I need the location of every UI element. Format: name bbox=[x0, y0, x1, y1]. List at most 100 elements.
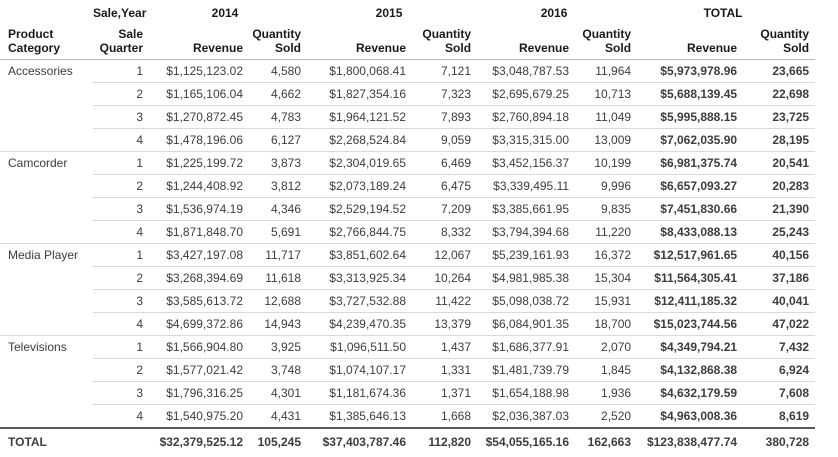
product-category-header: Product Category bbox=[0, 21, 93, 60]
quantity-cell: 12,067 bbox=[412, 243, 478, 267]
quantity-cell: 16,372 bbox=[575, 243, 638, 267]
year-header-1: 2015 bbox=[375, 6, 403, 20]
revenue-cell: $1,074,107.17 bbox=[307, 358, 413, 382]
table-row: Media Player 1 $3,427,197.08 11,717 $3,851,6… bbox=[0, 243, 816, 336]
grand-total-quantity-cell: 105,245 bbox=[249, 427, 308, 454]
revenue-cell: $3,048,787.53 bbox=[477, 59, 576, 83]
quarter-cell: 4 bbox=[93, 128, 149, 152]
revenue-cell: $1,871,848.70 bbox=[149, 220, 249, 244]
revenue-header-3: Revenue bbox=[637, 21, 744, 60]
quantity-cell: 14,943 bbox=[249, 312, 308, 336]
quarter-cell: 3 bbox=[93, 197, 149, 221]
quantity-cell: 20,283 bbox=[743, 174, 816, 198]
revenue-cell: $1,385,646.13 bbox=[307, 404, 413, 429]
quarter-cell: 2 bbox=[93, 266, 149, 290]
quantity-cell: 4,301 bbox=[249, 381, 308, 405]
revenue-cell: $3,727,532.88 bbox=[307, 289, 413, 313]
table-row: 3 $3,585,613.72 12,688 $3,727,532.88 11,422 $… bbox=[0, 289, 816, 313]
quantity-sold-header-2: Quantity Sold bbox=[575, 21, 638, 60]
quantity-cell: 4,431 bbox=[249, 404, 308, 429]
quarter-cell: 1 bbox=[93, 335, 149, 359]
quarter-cell: 2 bbox=[93, 358, 149, 382]
revenue-cell: $3,851,602.64 bbox=[307, 243, 413, 267]
quantity-cell: 1,845 bbox=[575, 358, 638, 382]
table-row: Camcorder 1 $1,225,199.72 3,873 $2,304,019.6… bbox=[0, 151, 816, 244]
revenue-cell: $4,699,372.86 bbox=[149, 312, 249, 336]
revenue-cell: $3,315,315.00 bbox=[477, 128, 576, 152]
quantity-cell: 2,520 bbox=[575, 404, 638, 429]
quantity-cell: 11,049 bbox=[575, 105, 638, 129]
revenue-cell: $4,132,868.38 bbox=[637, 358, 744, 382]
quantity-cell: 25,243 bbox=[743, 220, 816, 244]
quantity-cell: 22,698 bbox=[743, 82, 816, 106]
revenue-cell: $1,125,123.02 bbox=[149, 59, 249, 83]
revenue-cell: $1,225,199.72 bbox=[149, 151, 249, 175]
revenue-cell: $2,036,387.03 bbox=[477, 404, 576, 429]
quantity-cell: 3,748 bbox=[249, 358, 308, 382]
quantity-cell: 9,059 bbox=[412, 128, 478, 152]
revenue-cell: $5,995,888.15 bbox=[637, 105, 744, 129]
quantity-cell: 2,070 bbox=[575, 335, 638, 359]
grand-total-revenue-cell: $54,055,165.16 bbox=[477, 427, 576, 454]
quantity-cell: 4,580 bbox=[249, 59, 308, 83]
revenue-cell: $3,339,495.11 bbox=[477, 174, 576, 198]
quantity-cell: 4,346 bbox=[249, 197, 308, 221]
quantity-cell: 12,688 bbox=[249, 289, 308, 313]
revenue-cell: $3,268,394.69 bbox=[149, 266, 249, 290]
revenue-cell: $4,963,008.36 bbox=[637, 404, 744, 429]
revenue-cell: $12,517,961.65 bbox=[637, 243, 744, 267]
revenue-cell: $7,451,830.66 bbox=[637, 197, 744, 221]
year-header-2: 2016 bbox=[540, 6, 568, 20]
revenue-header-2: Revenue bbox=[477, 21, 576, 60]
revenue-cell: $15,023,744.56 bbox=[637, 312, 744, 336]
revenue-cell: $6,084,901.35 bbox=[477, 312, 576, 336]
revenue-cell: $4,981,985.38 bbox=[477, 266, 576, 290]
quantity-cell: 13,379 bbox=[412, 312, 478, 336]
quantity-cell: 10,713 bbox=[575, 82, 638, 106]
quantity-cell: 7,608 bbox=[743, 381, 816, 405]
revenue-cell: $1,800,068.41 bbox=[307, 59, 413, 83]
quarter-cell: 3 bbox=[93, 289, 149, 313]
quantity-cell: 8,619 bbox=[743, 404, 816, 429]
quantity-cell: 20,541 bbox=[743, 151, 816, 175]
revenue-cell: $2,304,019.65 bbox=[307, 151, 413, 175]
quantity-cell: 4,783 bbox=[249, 105, 308, 129]
table-row: 2 $1,165,106.04 4,662 $1,827,354.16 7,323 $2,… bbox=[0, 82, 816, 106]
table-row: Accessories 1 $1,125,123.02 4,580 $1,800,068… bbox=[0, 59, 816, 152]
quantity-sold-header-3: Quantity Sold bbox=[743, 21, 816, 60]
table-row: 3 $1,796,316.25 4,301 $1,181,674.36 1,371 $1,… bbox=[0, 381, 816, 405]
revenue-cell: $1,481,739.79 bbox=[477, 358, 576, 382]
quantity-cell: 11,422 bbox=[412, 289, 478, 313]
quantity-cell: 6,469 bbox=[412, 151, 478, 175]
quarter-cell: 3 bbox=[93, 105, 149, 129]
revenue-cell: $4,632,179.59 bbox=[637, 381, 744, 405]
quantity-cell: 18,700 bbox=[575, 312, 638, 336]
grand-total-revenue-cell: $123,838,477.74 bbox=[637, 427, 744, 454]
quantity-cell: 3,873 bbox=[249, 151, 308, 175]
quantity-cell: 1,437 bbox=[412, 335, 478, 359]
revenue-header-1: Revenue bbox=[307, 21, 413, 60]
revenue-cell: $3,427,197.08 bbox=[149, 243, 249, 267]
revenue-cell: $2,529,194.52 bbox=[307, 197, 413, 221]
quarter-cell: 1 bbox=[93, 151, 149, 175]
revenue-cell: $1,244,408.92 bbox=[149, 174, 249, 198]
revenue-cell: $1,536,974.19 bbox=[149, 197, 249, 221]
quarter-cell: 1 bbox=[93, 243, 149, 267]
pivot-table: Sale,Year 2014 2015 2016 TOTAL Product Catego… bbox=[0, 3, 816, 454]
revenue-cell: $3,585,613.72 bbox=[149, 289, 249, 313]
category-cell: Televisions bbox=[0, 335, 93, 429]
revenue-cell: $1,270,872.45 bbox=[149, 105, 249, 129]
quarter-cell: 4 bbox=[93, 220, 149, 244]
quantity-cell: 47,022 bbox=[743, 312, 816, 336]
quantity-cell: 5,691 bbox=[249, 220, 308, 244]
revenue-cell: $1,577,021.42 bbox=[149, 358, 249, 382]
revenue-cell: $1,165,106.04 bbox=[149, 82, 249, 106]
quantity-cell: 3,925 bbox=[249, 335, 308, 359]
quantity-sold-header-1: Quantity Sold bbox=[412, 21, 478, 60]
quantity-cell: 11,717 bbox=[249, 243, 308, 267]
sale-year-label: Sale,Year bbox=[93, 6, 147, 20]
corner-spacer bbox=[0, 3, 93, 21]
quantity-cell: 1,371 bbox=[412, 381, 478, 405]
table-row: 4 $1,478,196.06 6,127 $2,268,524.84 9,059 $3,… bbox=[0, 128, 816, 152]
table-row: 2 $1,577,021.42 3,748 $1,074,107.17 1,331 $1,… bbox=[0, 358, 816, 382]
